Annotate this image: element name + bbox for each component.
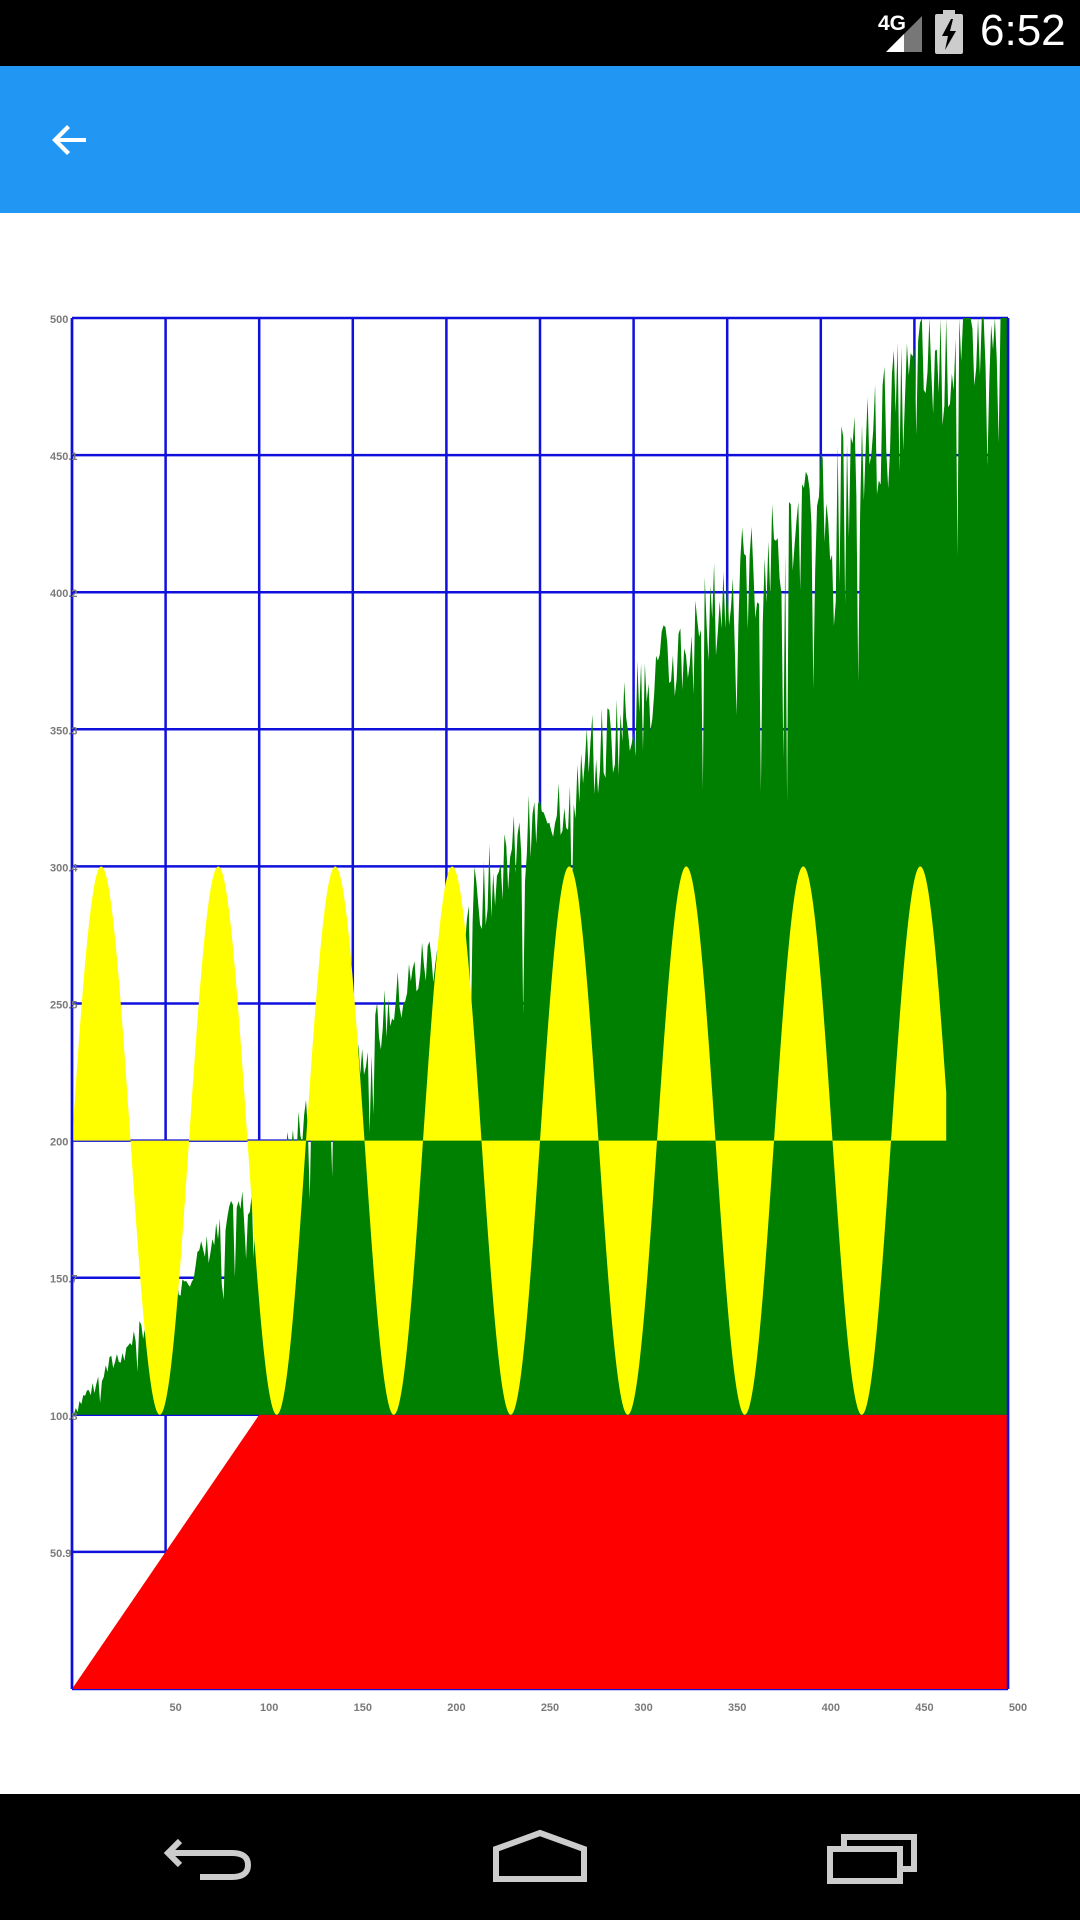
nav-recents-icon: [827, 1834, 917, 1884]
app-bar: [0, 66, 1080, 213]
nav-home-button[interactable]: [480, 1814, 600, 1900]
series-area-green: [72, 318, 1008, 1415]
x-tick-label: 450: [915, 1702, 933, 1714]
y-tick-label: 250.5: [50, 1000, 78, 1012]
x-tick-label: 300: [634, 1702, 652, 1714]
arrow-back-icon: [52, 125, 86, 155]
nav-back-icon: [163, 1838, 252, 1880]
battery-charging-icon: [935, 10, 963, 54]
y-tick-label: 150.7: [50, 1274, 78, 1286]
x-tick-label: 50: [169, 1702, 181, 1714]
y-tick-label: 300.4: [50, 862, 78, 874]
nav-home-icon: [493, 1829, 587, 1882]
x-tick-label: 200: [447, 1702, 465, 1714]
network-type: 4G: [878, 12, 907, 35]
back-button[interactable]: [30, 100, 110, 180]
x-tick-label: 100: [260, 1702, 278, 1714]
y-tick-label: 350.3: [50, 725, 78, 737]
status-bar: 4G 6:52: [0, 0, 1080, 66]
x-tick-label: 350: [728, 1702, 746, 1714]
y-tick-label: 100.8: [50, 1411, 78, 1423]
navigation-bar: [0, 1794, 1080, 1920]
y-tick-label: 500: [50, 314, 68, 326]
cellular-signal-icon: [886, 16, 922, 52]
y-tick-label: 450.1: [50, 451, 78, 463]
y-tick-label: 50.9: [50, 1548, 71, 1560]
nav-recents-button[interactable]: [812, 1814, 932, 1900]
area-chart: 50 100 150 200 250 300 350 400 450 500 50.9 100.8 15…: [50, 314, 1027, 1714]
y-tick-label: 200: [50, 1137, 68, 1149]
x-tick-label: 250: [541, 1702, 559, 1714]
chart-area: 50 100 150 200 250 300 350 400 450 500 50.9 100.8 15…: [0, 213, 1080, 1794]
series-area-red: [72, 1414, 1008, 1689]
y-tick-label: 400.2: [50, 588, 78, 600]
x-tick-label: 500: [1009, 1702, 1027, 1714]
series-sine-yellow: [72, 866, 947, 1415]
nav-back-button[interactable]: [150, 1814, 270, 1900]
x-tick-label: 400: [822, 1702, 840, 1714]
clock: 6:52: [980, 6, 1066, 55]
x-tick-label: 150: [354, 1702, 372, 1714]
